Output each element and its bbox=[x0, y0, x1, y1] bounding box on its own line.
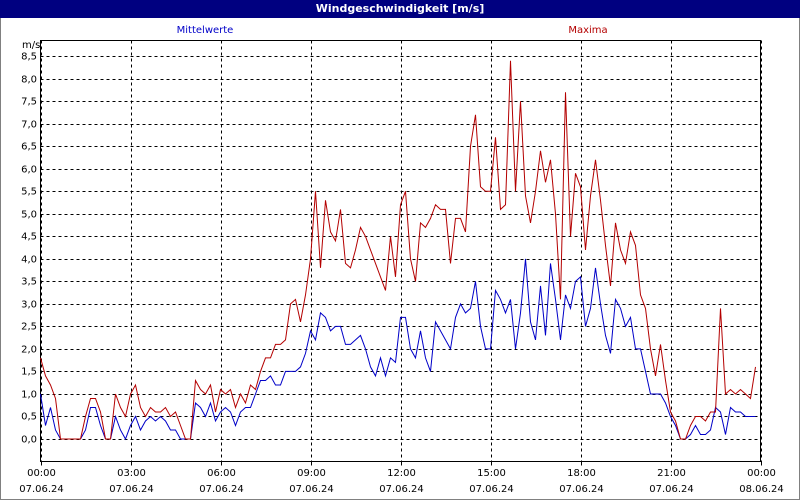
chart-title: Windgeschwindigkeit [m/s] bbox=[316, 2, 485, 15]
y-tick-label: 7,0 bbox=[21, 120, 37, 131]
y-tick-label: 7,5 bbox=[21, 97, 37, 108]
y-tick-label: 0,0 bbox=[21, 435, 37, 446]
x-tick-date: 07.06.24 bbox=[469, 484, 514, 495]
y-tick-label: 5,0 bbox=[21, 210, 37, 221]
y-tick-label: 3,0 bbox=[21, 300, 37, 311]
legend-label: Maxima bbox=[568, 25, 607, 36]
x-tick-date: 07.06.24 bbox=[109, 484, 154, 495]
y-tick-label: 0,5 bbox=[21, 412, 37, 423]
x-tick-label: 09:00 bbox=[297, 468, 326, 479]
y-tick-label: 2,0 bbox=[21, 345, 37, 356]
x-tick-label: 21:00 bbox=[657, 468, 686, 479]
plot-area bbox=[40, 40, 761, 462]
x-tick-date: 08.06.24 bbox=[739, 484, 784, 495]
title-bar bbox=[0, 0, 800, 18]
y-tick-label: 3,5 bbox=[21, 277, 37, 288]
y-tick-label: 8,0 bbox=[21, 75, 37, 86]
series-line bbox=[40, 60, 756, 440]
y-tick-label: 6,0 bbox=[21, 165, 37, 176]
x-tick-date: 07.06.24 bbox=[199, 484, 244, 495]
y-tick-label: 6,5 bbox=[21, 142, 37, 153]
series-line bbox=[40, 258, 756, 441]
x-tick-label: 12:00 bbox=[387, 468, 416, 479]
legend-label: Mittelwerte bbox=[177, 25, 234, 36]
y-axis-label: m/s bbox=[22, 40, 40, 51]
y-tick-label: 4,5 bbox=[21, 232, 37, 243]
x-tick-label: 00:00 bbox=[747, 468, 776, 479]
y-tick-label: 1,0 bbox=[21, 390, 37, 401]
x-tick-date: 07.06.24 bbox=[559, 484, 604, 495]
y-tick-label: 1,5 bbox=[21, 367, 37, 378]
x-tick-label: 18:00 bbox=[567, 468, 596, 479]
y-tick-label: 8,5 bbox=[21, 52, 37, 63]
x-tick-label: 00:00 bbox=[27, 468, 56, 479]
x-tick-label: 15:00 bbox=[477, 468, 506, 479]
x-tick-date: 07.06.24 bbox=[379, 484, 424, 495]
y-tick-label: 4,0 bbox=[21, 255, 37, 266]
x-tick-date: 07.06.24 bbox=[649, 484, 694, 495]
x-tick-date: 07.06.24 bbox=[289, 484, 334, 495]
x-tick-date: 07.06.24 bbox=[19, 484, 64, 495]
y-tick-label: 2,5 bbox=[21, 322, 37, 333]
x-tick-label: 03:00 bbox=[117, 468, 146, 479]
y-tick-label: 5,5 bbox=[21, 187, 37, 198]
x-tick-label: 06:00 bbox=[207, 468, 236, 479]
